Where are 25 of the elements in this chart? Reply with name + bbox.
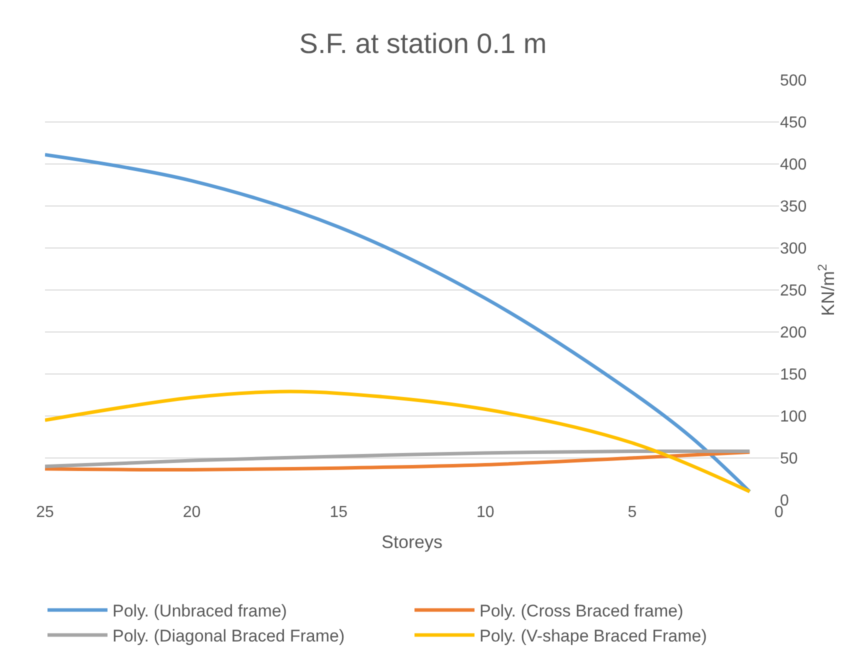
line-series	[45, 153, 752, 494]
y-tick-label: 100	[780, 408, 807, 426]
y-tick-label: 50	[780, 450, 798, 468]
x-tick-label: 20	[182, 504, 201, 521]
x-tick-label: 10	[476, 504, 494, 521]
line-series	[45, 449, 752, 468]
y-tick-label: 150	[780, 366, 807, 384]
line-series	[45, 390, 752, 494]
y-tick-label: 250	[780, 282, 807, 300]
x-tick-label: 25	[36, 504, 54, 521]
legend-label: Poly. (Unbraced frame)	[112, 602, 287, 621]
y-tick-label: 450	[780, 114, 807, 132]
chart-title: S.F. at station 0.1 m	[299, 28, 547, 59]
legend-label: Poly. (V-shape Braced Frame)	[480, 626, 707, 646]
y-tick-label: 350	[780, 198, 807, 216]
y-tick-label: 200	[780, 324, 807, 342]
line-series	[45, 450, 752, 472]
y-tick-label: 300	[780, 240, 807, 258]
legend-label: Poly. (Diagonal Braced Frame)	[112, 626, 345, 646]
x-tick-label: 5	[628, 504, 637, 521]
legend-label: Poly. (Cross Braced frame)	[480, 602, 684, 621]
y-tick-label: 400	[780, 156, 807, 174]
x-axis-title: Storeys	[381, 532, 443, 552]
x-tick-label: 15	[330, 504, 348, 521]
y-tick-label: 500	[780, 72, 807, 90]
